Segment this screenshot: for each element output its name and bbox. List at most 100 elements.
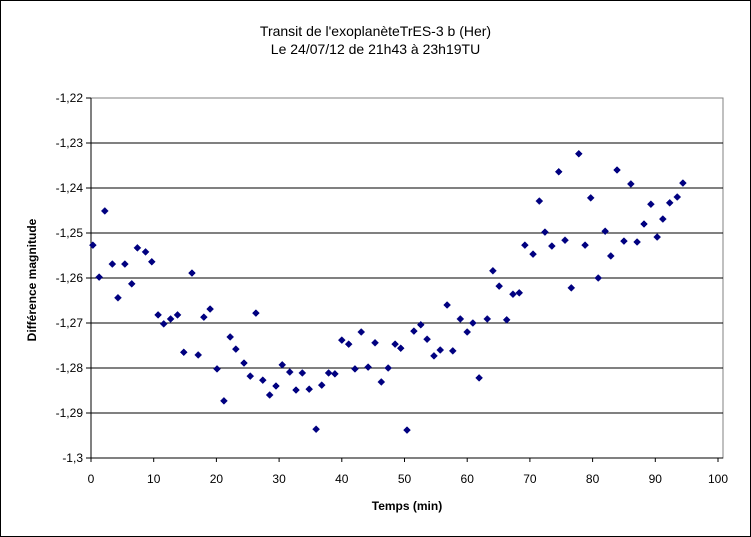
data-point xyxy=(601,227,609,236)
data-point xyxy=(489,266,497,275)
data-point xyxy=(121,260,129,268)
data-point xyxy=(206,305,214,313)
x-tick-label: 70 xyxy=(523,472,537,486)
data-point xyxy=(554,167,563,176)
data-point xyxy=(535,197,544,205)
y-axis-label: Différence magnitude xyxy=(25,218,39,342)
data-point xyxy=(384,364,393,372)
data-point xyxy=(509,290,517,299)
data-point xyxy=(317,381,326,389)
data-point xyxy=(463,328,472,336)
y-tick-label: -1,3 xyxy=(62,451,83,465)
data-point xyxy=(403,426,411,434)
data-point xyxy=(606,252,615,260)
data-point xyxy=(443,301,451,309)
data-point xyxy=(567,284,576,292)
data-point xyxy=(95,273,104,281)
y-tick-label: -1,23 xyxy=(56,136,84,150)
x-tick-label: 60 xyxy=(461,472,475,486)
y-tick-label: -1,22 xyxy=(56,91,84,105)
data-point xyxy=(179,348,188,357)
chart-title-block: Transit de l'exoplanèteTrES-3 b (Her) Le… xyxy=(0,22,751,58)
data-point xyxy=(475,374,483,382)
data-point xyxy=(89,241,97,250)
gridlines xyxy=(90,97,724,459)
data-point xyxy=(173,311,182,319)
y-tick-label: -1,27 xyxy=(56,316,84,330)
data-point xyxy=(331,369,339,378)
data-point xyxy=(456,315,465,323)
x-tick-labels: 0 10 20 30 40 50 60 70 80 90 100 xyxy=(88,472,729,486)
data-point xyxy=(127,279,136,288)
data-point xyxy=(240,359,248,367)
x-tick-label: 100 xyxy=(708,472,728,486)
data-point xyxy=(278,360,287,369)
data-point xyxy=(292,386,300,394)
data-point xyxy=(351,365,359,373)
data-point xyxy=(416,320,425,329)
data-point xyxy=(312,425,320,434)
y-tick-label: -1,26 xyxy=(56,271,84,285)
data-point xyxy=(483,315,492,323)
data-point xyxy=(231,345,240,353)
y-tick-label: -1,25 xyxy=(56,226,84,240)
x-tick-label: 30 xyxy=(272,472,286,486)
data-point xyxy=(147,257,156,266)
data-point xyxy=(226,333,235,341)
data-point xyxy=(371,338,379,347)
data-point xyxy=(396,344,405,353)
x-axis-label: Temps (min) xyxy=(371,499,443,513)
data-point xyxy=(495,282,504,290)
data-point xyxy=(647,200,655,209)
x-tick-label: 50 xyxy=(398,472,412,486)
data-point xyxy=(626,180,635,188)
data-point xyxy=(561,236,569,245)
x-tick-label: 80 xyxy=(586,472,600,486)
data-point xyxy=(364,363,372,371)
data-point xyxy=(673,193,682,201)
data-point xyxy=(265,391,274,399)
data-point xyxy=(108,260,117,268)
data-point xyxy=(468,319,477,327)
data-point xyxy=(547,242,556,250)
x-tick-label: 90 xyxy=(649,472,663,486)
data-point xyxy=(133,243,142,252)
data-point xyxy=(377,378,386,386)
data-point xyxy=(529,250,537,259)
data-point xyxy=(166,315,175,323)
chart-title: Transit de l'exoplanèteTrES-3 b (Her) xyxy=(259,23,492,39)
data-point xyxy=(337,336,346,344)
data-points xyxy=(89,149,687,434)
data-point xyxy=(200,313,208,322)
data-point xyxy=(633,238,641,246)
data-point xyxy=(679,179,687,187)
data-point xyxy=(159,320,168,328)
data-point xyxy=(258,376,267,385)
x-tick-label: 20 xyxy=(210,472,224,486)
chart-subtitle: Le 24/07/12 de 21h43 à 23h19TU xyxy=(270,41,481,57)
data-point xyxy=(448,347,457,355)
data-point xyxy=(324,369,333,377)
data-point xyxy=(541,228,549,236)
data-point xyxy=(594,274,603,282)
data-point xyxy=(141,248,150,256)
y-tick-label: -1,29 xyxy=(56,406,84,420)
data-point xyxy=(423,335,431,344)
x-tick-label: 10 xyxy=(147,472,161,486)
data-point xyxy=(298,369,307,377)
data-point xyxy=(213,365,221,373)
data-point xyxy=(586,194,595,202)
data-point xyxy=(640,220,648,228)
data-point xyxy=(665,198,674,207)
data-point xyxy=(653,233,662,241)
data-point xyxy=(194,351,203,359)
data-point xyxy=(246,372,255,380)
data-point xyxy=(154,311,162,319)
data-point xyxy=(502,315,511,324)
data-point xyxy=(620,237,628,245)
data-point xyxy=(305,385,314,394)
data-point xyxy=(114,293,122,302)
y-tick-label: -1,24 xyxy=(56,181,84,195)
